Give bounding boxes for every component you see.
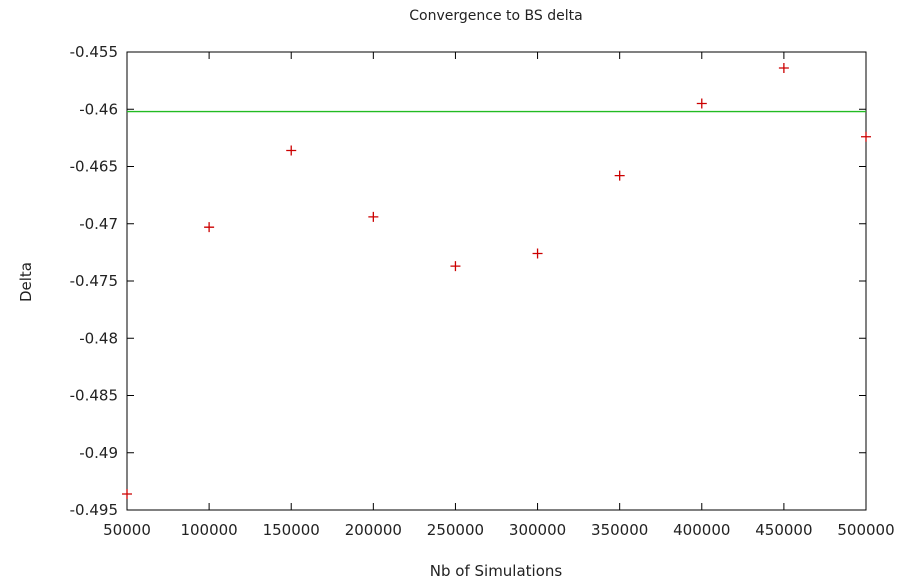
data-point-marker [696,98,707,109]
data-point-marker [122,488,132,499]
data-point-marker [778,63,789,74]
y-tick-label: -0.485 [70,387,118,405]
data-point-marker [532,248,543,259]
y-axis-label: Delta [17,262,35,302]
data-point-marker [614,170,625,181]
y-tick-label: -0.465 [70,158,118,176]
x-tick-label: 150000 [263,521,320,539]
data-point-marker [286,145,297,156]
data-point-marker [450,261,461,272]
y-tick-label: -0.495 [70,501,118,519]
y-tick-label: -0.455 [70,43,118,61]
x-tick-label: 350000 [591,521,648,539]
y-tick-label: -0.475 [70,272,118,290]
x-axis-label: Nb of Simulations [430,562,563,580]
data-point-marker [861,131,871,142]
chart-title: Convergence to BS delta [409,8,582,24]
x-tick-label: 300000 [509,521,566,539]
x-tick-label: 250000 [427,521,484,539]
y-tick-label: -0.47 [79,215,118,233]
y-tick-label: -0.46 [79,100,118,118]
x-tick-label: 50000 [103,521,151,539]
plot-frame [126,51,867,511]
x-tick-label: 450000 [755,521,812,539]
x-tick-label: 100000 [180,521,237,539]
x-tick-label: 500000 [837,521,894,539]
plot-area: 50000 100000 150000 200000 250000 300000 35000… [70,43,895,539]
y-tick-label: -0.49 [79,444,118,462]
x-tick-label: 200000 [345,521,402,539]
data-point-marker [204,222,215,233]
x-tick-label: 400000 [673,521,730,539]
y-tick-label: -0.48 [79,329,118,347]
data-point-marker [368,211,379,222]
